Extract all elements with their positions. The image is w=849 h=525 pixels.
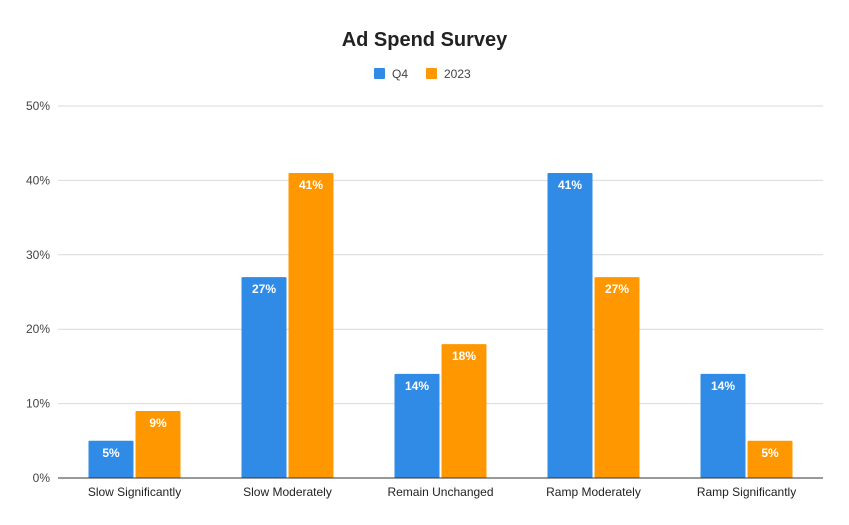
chart-title: Ad Spend Survey <box>342 29 508 51</box>
data-label: 18% <box>452 349 476 363</box>
y-tick-label: 10% <box>26 397 50 411</box>
data-label: 14% <box>711 379 735 393</box>
bar-q4-0 <box>88 440 134 478</box>
bar-q4-2 <box>394 373 440 478</box>
data-label: 27% <box>605 282 629 296</box>
x-category-label: Ramp Moderately <box>546 485 641 499</box>
data-label: 41% <box>299 178 323 192</box>
legend-label-2023: 2023 <box>444 67 471 81</box>
data-label: 9% <box>149 416 167 430</box>
bar-q4-1 <box>241 277 287 478</box>
data-label: 5% <box>761 446 779 460</box>
y-tick-label: 0% <box>33 471 51 485</box>
data-label: 5% <box>102 446 120 460</box>
data-label: 41% <box>558 178 582 192</box>
x-category-label: Remain Unchanged <box>387 485 493 499</box>
x-category-label: Slow Significantly <box>88 485 181 499</box>
y-tick-label: 40% <box>26 173 50 187</box>
bar-q4-4 <box>700 373 746 478</box>
legend: Q4 2023 <box>374 67 471 81</box>
bar-2023-0 <box>135 411 181 478</box>
legend-swatch-q4 <box>374 68 385 79</box>
legend-swatch-2023 <box>426 68 437 79</box>
bars: 5% 9% 27% 41% 14% 18% 41% 27% 14% 5% <box>88 172 793 478</box>
x-axis-categories: Slow Significantly Slow Moderately Remain … <box>88 485 796 499</box>
y-tick-label: 30% <box>26 248 50 262</box>
y-tick-label: 20% <box>26 322 50 336</box>
x-category-label: Ramp Significantly <box>697 485 796 499</box>
bar-2023-2 <box>441 344 487 478</box>
x-category-label: Slow Moderately <box>243 485 332 499</box>
bar-2023-4 <box>747 440 793 478</box>
y-tick-label: 50% <box>26 99 50 113</box>
legend-label-q4: Q4 <box>392 67 408 81</box>
bar-2023-3 <box>594 277 640 478</box>
y-axis-ticks: 0% 10% 20% 30% 40% 50% <box>26 99 50 485</box>
data-label: 14% <box>405 379 429 393</box>
bar-2023-1 <box>288 172 334 478</box>
data-label: 27% <box>252 282 276 296</box>
gridlines <box>58 105 823 405</box>
bar-q4-3 <box>547 172 593 478</box>
